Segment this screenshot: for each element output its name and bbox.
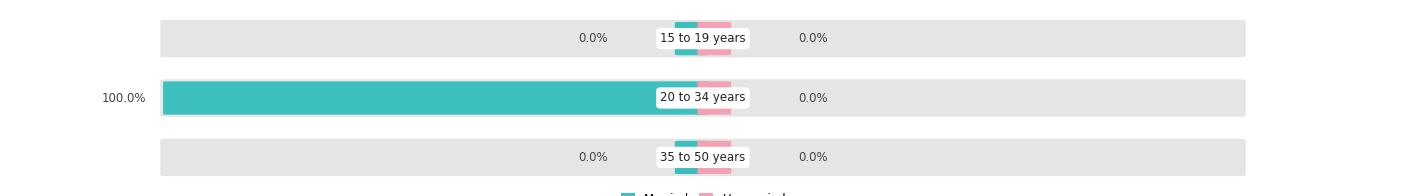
FancyBboxPatch shape [160,79,1246,117]
Text: 0.0%: 0.0% [799,92,828,104]
Text: 35 to 50 years: 35 to 50 years [661,151,745,164]
FancyBboxPatch shape [675,22,709,55]
FancyBboxPatch shape [675,141,709,174]
Text: 0.0%: 0.0% [799,32,828,45]
Legend: Married, Unmarried: Married, Unmarried [620,193,786,196]
FancyBboxPatch shape [160,139,1246,176]
FancyBboxPatch shape [163,81,709,115]
FancyBboxPatch shape [697,141,731,174]
FancyBboxPatch shape [697,22,731,55]
Text: 0.0%: 0.0% [578,151,607,164]
Text: 100.0%: 100.0% [101,92,146,104]
Text: 15 to 19 years: 15 to 19 years [661,32,745,45]
Text: 20 to 34 years: 20 to 34 years [661,92,745,104]
Text: 0.0%: 0.0% [578,32,607,45]
Text: 0.0%: 0.0% [799,151,828,164]
FancyBboxPatch shape [160,20,1246,57]
FancyBboxPatch shape [697,81,731,115]
